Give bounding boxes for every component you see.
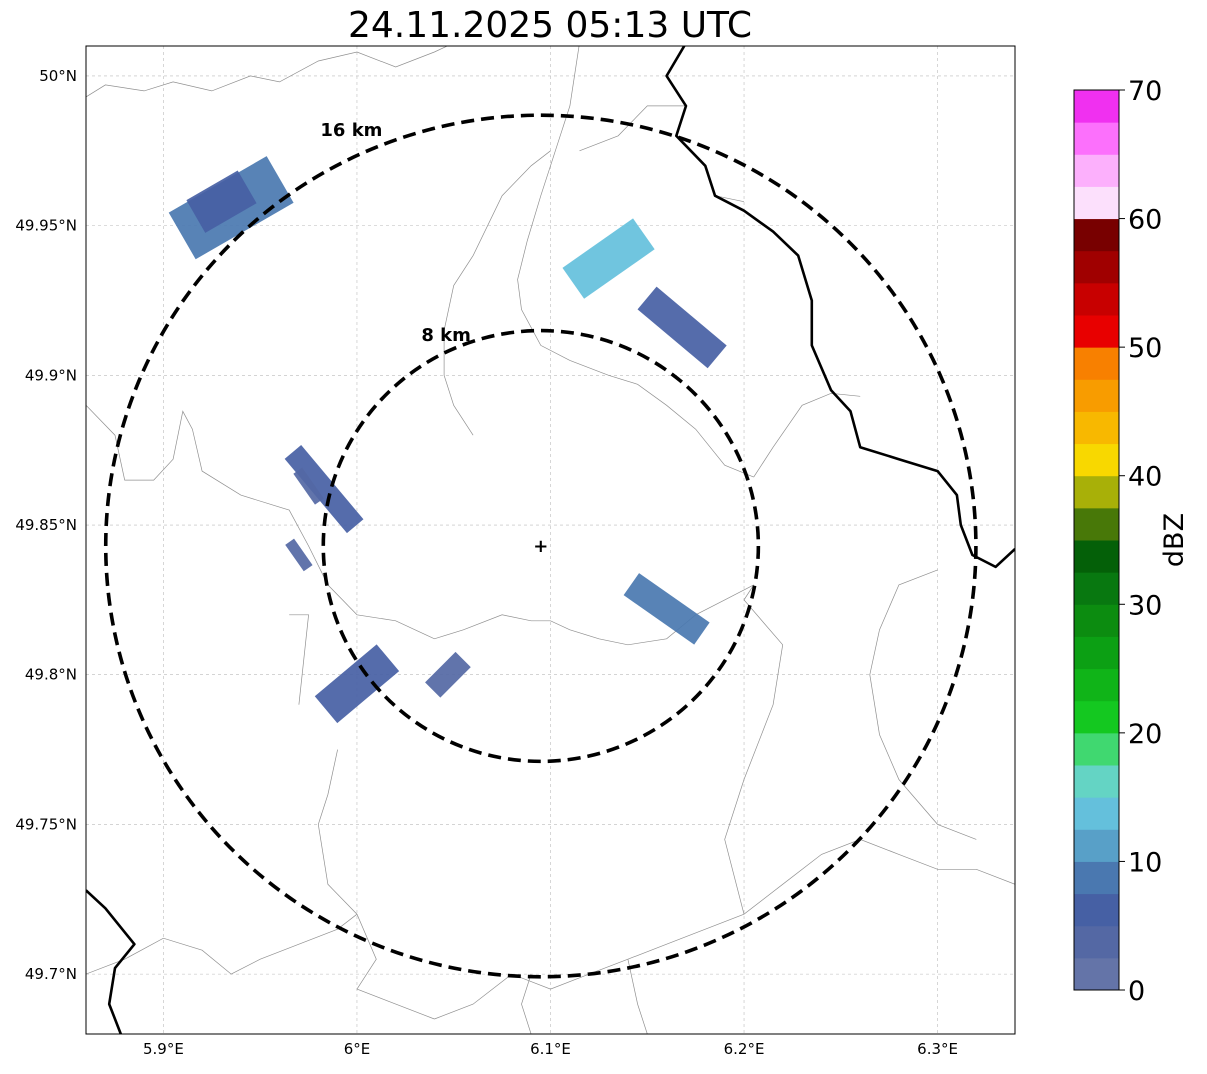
colorbar: 0 10 20 30 40 50 60 70 dBZ: [1073, 76, 1190, 1007]
echo-cell: [293, 467, 324, 505]
echo-cell: [623, 573, 710, 645]
colorbar-tick-label: 10: [1128, 847, 1162, 878]
lat-tick-label: 49.9°N: [25, 366, 77, 384]
range-ring-label: 16 km: [320, 120, 382, 141]
latitude-tick-labels: 50°N 49.95°N 49.9°N 49.85°N 49.8°N 49.75°N 49.…: [15, 67, 77, 983]
admin-boundary-line: [579, 105, 686, 152]
admin-boundaries: [86, 46, 1015, 1034]
country-border-line: [665, 46, 1015, 569]
lon-tick-label: 5.9°E: [143, 1040, 184, 1058]
colorbar-tick-label: 70: [1128, 76, 1162, 107]
colorbar-label: dBZ: [1159, 513, 1190, 567]
colorbar-tick-label: 40: [1128, 462, 1162, 493]
colorbar-segment: [1074, 700, 1119, 734]
echo-cell: [637, 286, 727, 369]
echo-cell: [562, 218, 655, 299]
range-rings: [103, 113, 978, 979]
echo-cell: [186, 170, 257, 233]
admin-boundary-line: [753, 392, 861, 478]
colorbar-segment: [1074, 829, 1119, 862]
colorbar-segment: [1074, 957, 1119, 991]
colorbar-segment: [1074, 347, 1119, 380]
colorbar-segment: [1074, 636, 1119, 670]
colorbar-tick-label: 20: [1128, 719, 1162, 750]
range-ring-labels: 8 km 16 km: [320, 120, 470, 346]
colorbar-segment: [1074, 186, 1119, 220]
colorbar-segment: [1074, 732, 1119, 766]
reflectivity-echoes: [168, 156, 727, 724]
lon-tick-label: 6.1°E: [530, 1040, 571, 1058]
colorbar-segment: [1074, 540, 1119, 573]
colorbar-segment: [1074, 893, 1119, 927]
admin-boundary-line: [86, 913, 358, 975]
colorbar-segment: [1074, 604, 1119, 637]
colorbar-segment: [1074, 90, 1119, 123]
colorbar-segment: [1074, 765, 1119, 798]
admin-boundary-line: [86, 46, 449, 98]
echo-cell: [284, 445, 364, 534]
colorbar-frame: [1073, 89, 1120, 991]
colorbar-tick-label: 50: [1128, 333, 1162, 364]
lat-tick-label: 49.7°N: [25, 965, 77, 983]
country-border-line: [86, 889, 136, 1034]
lon-tick-label: 6.2°E: [724, 1040, 765, 1058]
colorbar-segment: [1074, 282, 1119, 316]
colorbar-segment: [1074, 475, 1119, 509]
range-ring: [103, 113, 978, 979]
colorbar-segment: [1074, 861, 1119, 895]
colorbar-segment: [1074, 572, 1119, 605]
colorbar-tick-label: 60: [1128, 205, 1162, 236]
admin-boundary-line: [86, 405, 754, 646]
colorbar-segment: [1074, 507, 1119, 541]
echo-cell: [285, 538, 313, 572]
map-frame: [85, 45, 1016, 1035]
lat-tick-label: 49.85°N: [15, 516, 77, 534]
colorbar-segment: [1074, 668, 1119, 702]
colorbar-segment: [1074, 411, 1119, 445]
admin-boundary-line: [517, 46, 754, 478]
colorbar-segments: [1074, 90, 1119, 991]
admin-boundary-line: [521, 973, 532, 1034]
colorbar-segment: [1074, 154, 1119, 187]
lat-tick-label: 49.95°N: [15, 217, 77, 235]
longitude-tick-labels: 5.9°E 6°E 6.1°E 6.2°E 6.3°E: [143, 1040, 958, 1058]
colorbar-tick-label: 0: [1128, 976, 1145, 1007]
lon-tick-label: 6°E: [344, 1040, 371, 1058]
lat-tick-label: 50°N: [39, 67, 77, 85]
colorbar-segment: [1074, 379, 1119, 412]
admin-boundary-line: [724, 584, 784, 915]
colorbar-segment: [1074, 925, 1119, 959]
lat-tick-label: 49.75°N: [15, 815, 77, 833]
colorbar-segment: [1074, 315, 1119, 348]
range-ring-label: 8 km: [421, 325, 471, 346]
colorbar-segment: [1074, 218, 1119, 252]
colorbar-tick-labels: 0 10 20 30 40 50 60 70: [1119, 76, 1162, 1007]
admin-boundary-line: [869, 569, 977, 840]
admin-boundary-line: [289, 614, 309, 705]
admin-boundary-line: [714, 195, 745, 203]
colorbar-tick-label: 30: [1128, 590, 1162, 621]
admin-boundary-line: [434, 839, 1015, 1020]
range-ring: [321, 328, 761, 764]
colorbar-segment: [1074, 250, 1119, 284]
lat-tick-label: 49.8°N: [25, 666, 77, 684]
echo-cell: [314, 644, 400, 724]
map-title: 24.11.2025 05:13 UTC: [348, 5, 752, 46]
map-plot-area: 8 km 16 km +: [85, 45, 1016, 1035]
echo-cell: [425, 651, 471, 698]
country-borders: [86, 46, 1015, 1034]
colorbar-segment: [1074, 797, 1119, 830]
admin-boundary-line: [443, 150, 551, 436]
admin-boundary-line: [627, 959, 648, 1034]
lon-tick-label: 6.3°E: [917, 1040, 958, 1058]
colorbar-segment: [1074, 443, 1119, 477]
radar-site-marker: +: [533, 536, 548, 557]
colorbar-segment: [1074, 122, 1119, 155]
